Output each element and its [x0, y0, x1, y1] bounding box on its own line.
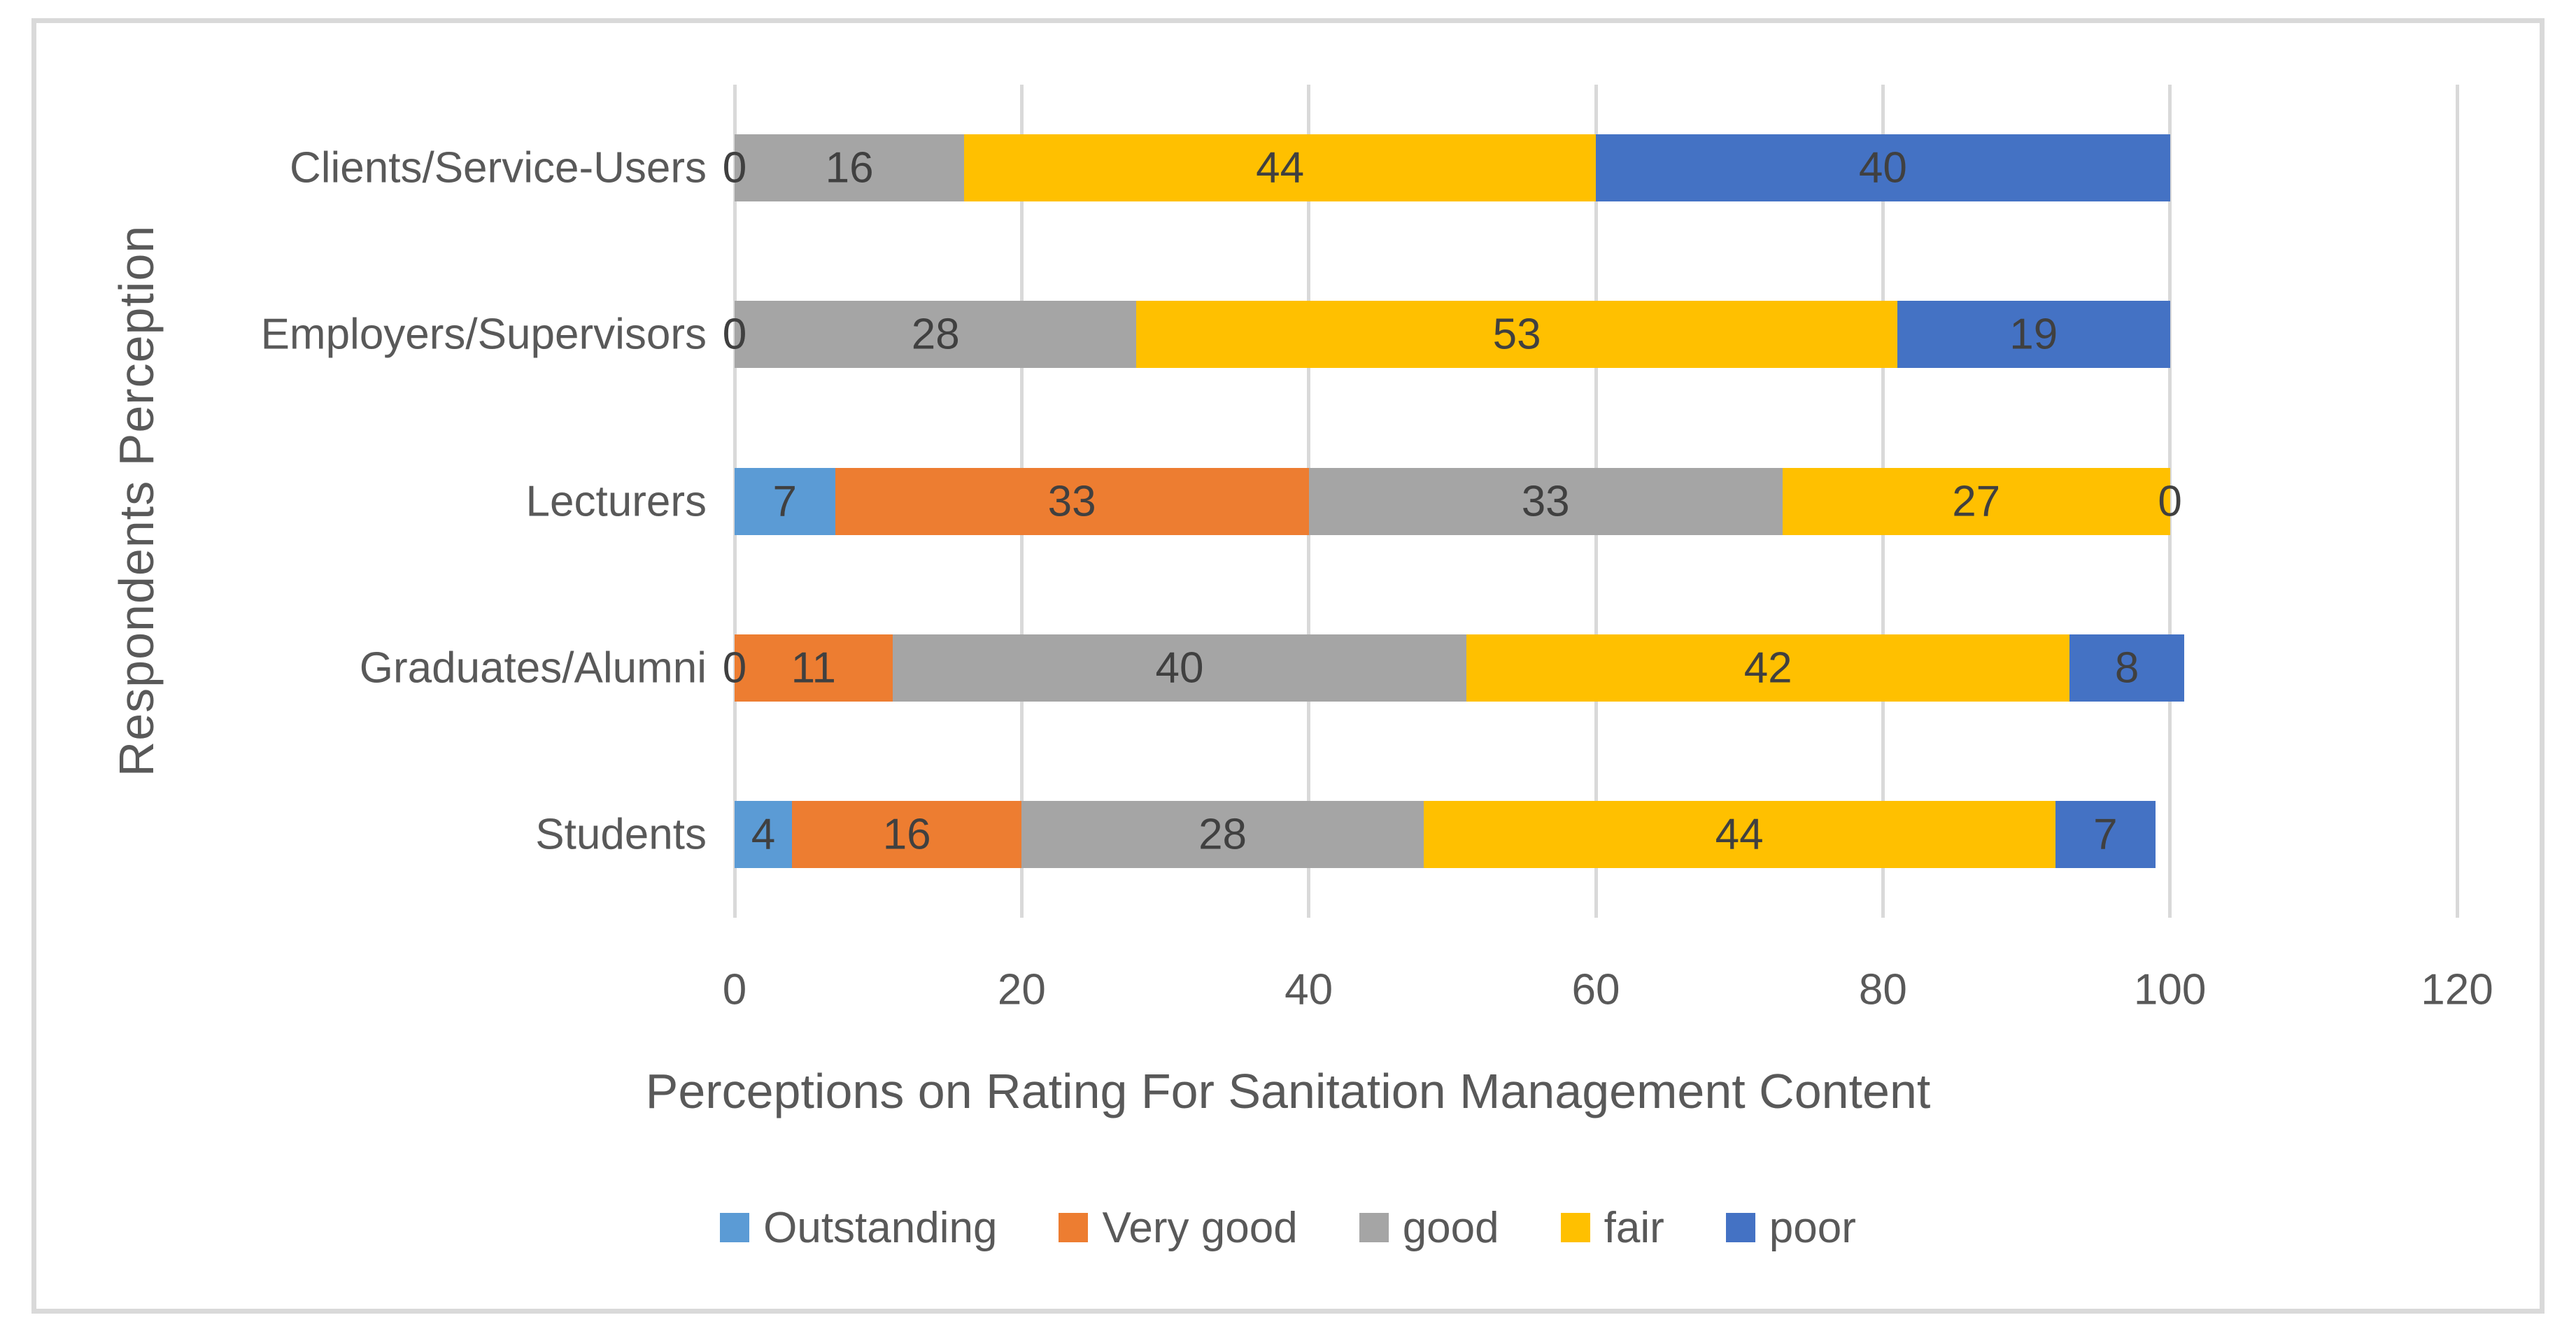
legend-label: fair	[1604, 1203, 1664, 1252]
x-tick-label: 120	[2421, 965, 2493, 1014]
gridline	[2168, 85, 2172, 918]
bar-segment-fair	[1466, 634, 2070, 702]
legend-label: poor	[1769, 1203, 1856, 1252]
data-label: 0	[722, 310, 747, 359]
data-label: 33	[1521, 477, 1570, 525]
x-tick-label: 60	[1571, 965, 1620, 1014]
data-label: 8	[2114, 644, 2139, 692]
bar-segment-good	[1021, 800, 1424, 868]
bar-segment-good	[735, 301, 1137, 369]
data-label: 0	[722, 644, 747, 692]
bar-segment-good	[892, 634, 1467, 702]
bar-segment-poor	[2055, 800, 2156, 868]
data-label: 27	[1952, 477, 2001, 525]
data-label: 0	[2158, 477, 2182, 525]
x-tick-label: 40	[1285, 965, 1333, 1014]
bar-segment-outstanding	[735, 467, 835, 535]
data-label: 0	[722, 310, 747, 359]
legend-swatch-good	[1359, 1213, 1389, 1242]
bar-segment-outstanding	[735, 800, 793, 868]
category-label: Employers/Supervisors	[260, 310, 707, 359]
bar-segment-very-good	[835, 467, 1309, 535]
chart-frame	[31, 18, 2545, 1314]
data-label: 28	[911, 310, 960, 359]
legend-swatch-fair	[1560, 1213, 1590, 1242]
data-label: 7	[2093, 810, 2118, 859]
data-label: 28	[1198, 810, 1247, 859]
bar-segment-fair	[964, 134, 1596, 202]
data-label: 7	[772, 477, 798, 525]
data-label: 40	[1155, 644, 1204, 692]
data-label: 11	[791, 644, 837, 692]
bar-segment-poor	[1596, 134, 2170, 202]
x-axis-title: Perceptions on Rating For Sanitation Man…	[645, 1064, 1931, 1118]
data-label: 40	[1858, 143, 1907, 192]
bar-segment-very-good	[792, 800, 1022, 868]
data-label: 33	[1047, 477, 1096, 525]
legend-label: good	[1402, 1203, 1499, 1252]
data-label: 42	[1743, 644, 1792, 692]
x-tick-label: 0	[722, 965, 747, 1014]
bar-segment-fair	[1136, 301, 1897, 369]
legend-label: Outstanding	[763, 1203, 998, 1252]
bar-segment-very-good	[735, 634, 893, 702]
x-tick-label: 100	[2133, 965, 2207, 1014]
data-label: 44	[1256, 143, 1305, 192]
bar-segment-poor	[1897, 301, 2170, 369]
data-label: 53	[1492, 310, 1541, 359]
category-label: Clients/Service-Users	[289, 143, 707, 192]
gridline	[2455, 85, 2459, 918]
x-tick-label: 20	[997, 965, 1046, 1014]
bar-segment-good	[1308, 467, 1783, 535]
legend: Outstanding Very good good fair poor	[0, 1198, 2576, 1258]
category-label: Students	[535, 810, 707, 859]
legend-item-fair: fair	[1560, 1203, 1664, 1253]
bar-segment-fair	[1423, 800, 2055, 868]
data-label: 16	[882, 810, 931, 859]
category-label: Graduates/Alumni	[359, 644, 707, 692]
legend-swatch-poor	[1725, 1213, 1755, 1242]
data-label: 0	[722, 143, 747, 192]
bar-segment-poor	[2069, 634, 2185, 702]
bar-segment-fair	[1782, 467, 2170, 535]
data-label: 4	[751, 810, 776, 859]
legend-swatch-very-good	[1059, 1213, 1089, 1242]
data-label: 44	[1715, 810, 1764, 859]
data-label: 16	[825, 143, 874, 192]
legend-swatch-outstanding	[720, 1213, 750, 1242]
legend-item-outstanding: Outstanding	[720, 1203, 997, 1253]
legend-item-good: good	[1359, 1203, 1499, 1253]
x-tick-label: 80	[1858, 965, 1907, 1014]
legend-label: Very good	[1102, 1203, 1298, 1252]
category-label: Lecturers	[525, 477, 707, 525]
data-label: 19	[2009, 310, 2058, 359]
data-label: 0	[722, 143, 747, 192]
legend-item-poor: poor	[1725, 1203, 1856, 1253]
legend-item-very-good: Very good	[1059, 1203, 1298, 1253]
y-axis-title: Respondents Perception	[109, 225, 164, 777]
bar-segment-good	[735, 134, 965, 202]
